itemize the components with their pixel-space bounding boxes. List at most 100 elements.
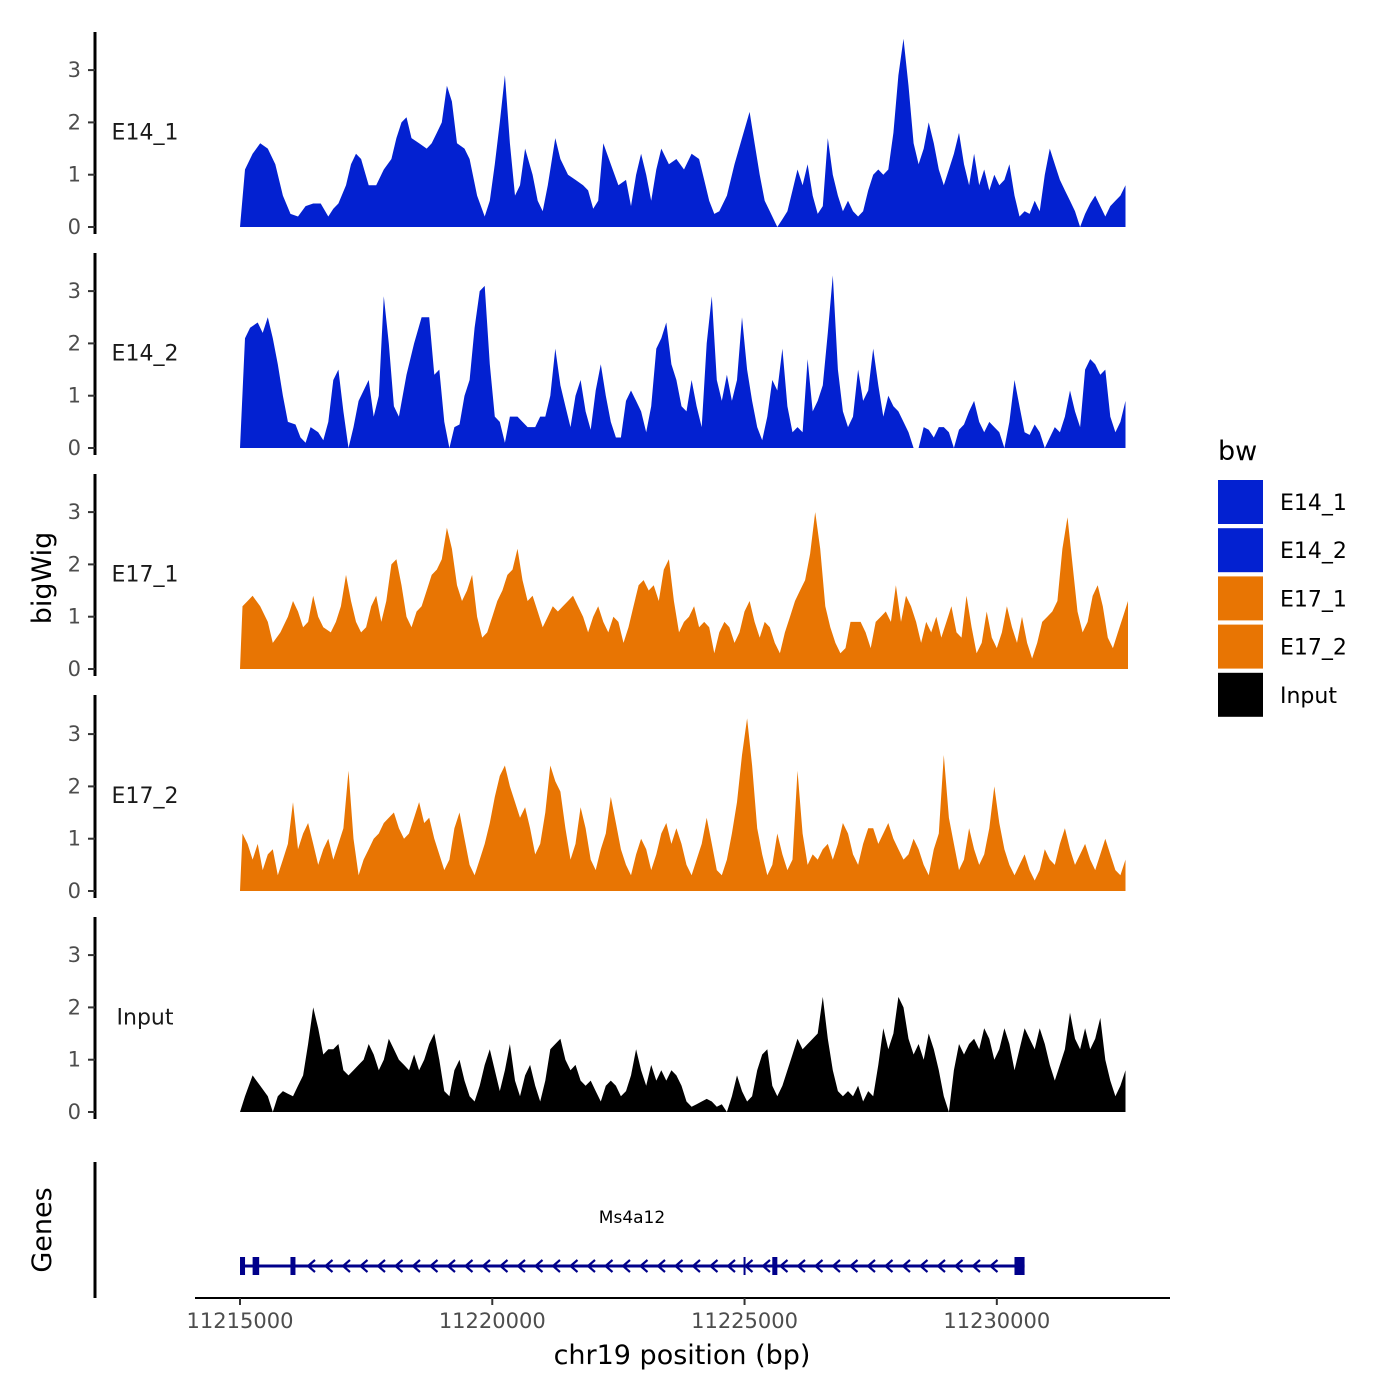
track-label: E14_2: [112, 342, 179, 367]
y-tick-label: 2: [68, 110, 81, 134]
exon: [290, 1257, 296, 1275]
y-tick-label: 0: [68, 657, 81, 681]
strand-chevron: [831, 1259, 841, 1273]
track-label: Input: [117, 1006, 174, 1031]
strand-chevron: [656, 1259, 666, 1273]
strand-chevron: [726, 1259, 736, 1273]
strand-chevron: [428, 1259, 439, 1273]
strand-chevron: [848, 1259, 859, 1273]
strand-chevron: [411, 1259, 421, 1273]
legend-swatch: [1218, 480, 1263, 524]
legend-swatch: [1218, 528, 1263, 573]
legend-label: E17_1: [1280, 587, 1347, 612]
strand-chevron: [533, 1259, 544, 1273]
coverage-area-e14_2: [240, 275, 1126, 448]
x-tick-label: 11225000: [691, 1309, 798, 1333]
strand-chevron: [376, 1259, 386, 1273]
y-tick-label: 0: [68, 879, 81, 903]
strand-chevron: [481, 1259, 491, 1273]
legend-label: Input: [1280, 684, 1337, 709]
y-tick-label: 1: [68, 384, 81, 408]
strand-chevron: [778, 1259, 789, 1273]
strand-chevron: [586, 1259, 596, 1273]
x-tick-label: 11220000: [439, 1309, 546, 1333]
strand-chevron: [796, 1259, 806, 1273]
gene-track-label: Genes: [27, 1187, 58, 1272]
coverage-area-input: [240, 996, 1126, 1112]
coverage-area-e14_1: [240, 38, 1126, 228]
gene-track: Genes Ms4a12: [27, 1162, 1025, 1298]
y-tick-label: 0: [68, 1100, 81, 1124]
track-label: E17_2: [112, 784, 179, 809]
strand-chevron: [638, 1259, 649, 1273]
legend-label: E17_2: [1280, 636, 1347, 661]
x-axis: 11215000 11220000 11225000 11230000 chr19 p…: [187, 1297, 1170, 1371]
y-tick-label: 2: [68, 774, 81, 798]
track-e14_1: 0 1 2 3 E14_1: [68, 32, 1126, 239]
strand-chevron: [953, 1259, 964, 1273]
legend-label: E14_1: [1280, 491, 1347, 516]
legend-item-e14_1: E14_1: [1218, 480, 1347, 524]
legend-swatch: [1218, 576, 1263, 621]
strand-chevron: [761, 1259, 771, 1273]
gene-model: [240, 1257, 1025, 1275]
track-label: E17_1: [112, 563, 179, 588]
y-tick-label: 1: [68, 827, 81, 851]
y-tick-label: 0: [68, 215, 81, 239]
legend-item-e14_2: E14_2: [1218, 528, 1347, 573]
legend-item-e17_2: E17_2: [1218, 624, 1347, 669]
exon: [240, 1257, 246, 1275]
strand-chevron: [971, 1259, 981, 1273]
y-tick-label: 3: [68, 722, 81, 746]
exon: [772, 1257, 778, 1275]
strand-chevron: [568, 1259, 579, 1273]
strand-chevron: [341, 1259, 351, 1273]
strand-chevron: [498, 1259, 509, 1273]
strand-chevron: [621, 1259, 631, 1273]
strand-chevron: [446, 1259, 456, 1273]
strand-chevron: [883, 1259, 894, 1273]
legend-swatch: [1218, 624, 1263, 669]
y-tick-label: 1: [68, 163, 81, 187]
exon: [1014, 1257, 1025, 1275]
y-tick-label: 1: [68, 1048, 81, 1072]
strand-chevron: [813, 1259, 824, 1273]
strand-chevron: [866, 1259, 876, 1273]
legend-label: E14_2: [1280, 539, 1347, 564]
strand-chevron: [988, 1259, 999, 1273]
legend-title: bw: [1218, 436, 1257, 467]
strand-chevron: [393, 1259, 404, 1273]
coverage-area-e17_1: [240, 512, 1128, 669]
y-axis-title: bigWig: [27, 532, 58, 625]
x-axis-title: chr19 position (bp): [554, 1340, 811, 1371]
y-tick-label: 2: [68, 552, 81, 576]
y-tick-label: 3: [68, 279, 81, 303]
y-tick-label: 3: [68, 58, 81, 82]
gene-name-label: Ms4a12: [599, 1208, 665, 1228]
y-tick-label: 3: [68, 943, 81, 967]
legend: bw E14_1 E14_2 E17_1 E17_2 Input: [1218, 436, 1347, 717]
strand-chevron: [306, 1259, 316, 1273]
strand-chevron: [516, 1259, 526, 1273]
legend-swatch: [1218, 672, 1263, 717]
x-tick-label: 11230000: [943, 1309, 1050, 1333]
y-tick-label: 1: [68, 605, 81, 629]
bigwig-tracks: 0 1 2 3 E14_1 0 1 2 3 E14_2 0 1 2 3 E17_1 0 1 2 3 E17_2 0 1 2 3…: [68, 32, 1128, 1124]
strand-chevron: [463, 1259, 474, 1273]
strand-chevron: [358, 1259, 369, 1273]
y-tick-label: 2: [68, 995, 81, 1019]
track-input: 0 1 2 3 Input: [68, 917, 1126, 1124]
y-tick-label: 0: [68, 436, 81, 460]
exon: [252, 1257, 260, 1275]
legend-item-input: Input: [1218, 672, 1337, 717]
y-tick-label: 3: [68, 500, 81, 524]
strand-chevron: [603, 1259, 614, 1273]
strand-chevron: [551, 1259, 561, 1273]
y-tick-label: 2: [68, 331, 81, 355]
legend-items: E14_1 E14_2 E17_1 E17_2 Input: [1218, 480, 1347, 717]
strand-chevron: [673, 1259, 684, 1273]
track-e17_2: 0 1 2 3 E17_2: [68, 695, 1126, 903]
legend-item-e17_1: E17_1: [1218, 576, 1347, 621]
strand-chevron: [323, 1259, 334, 1273]
